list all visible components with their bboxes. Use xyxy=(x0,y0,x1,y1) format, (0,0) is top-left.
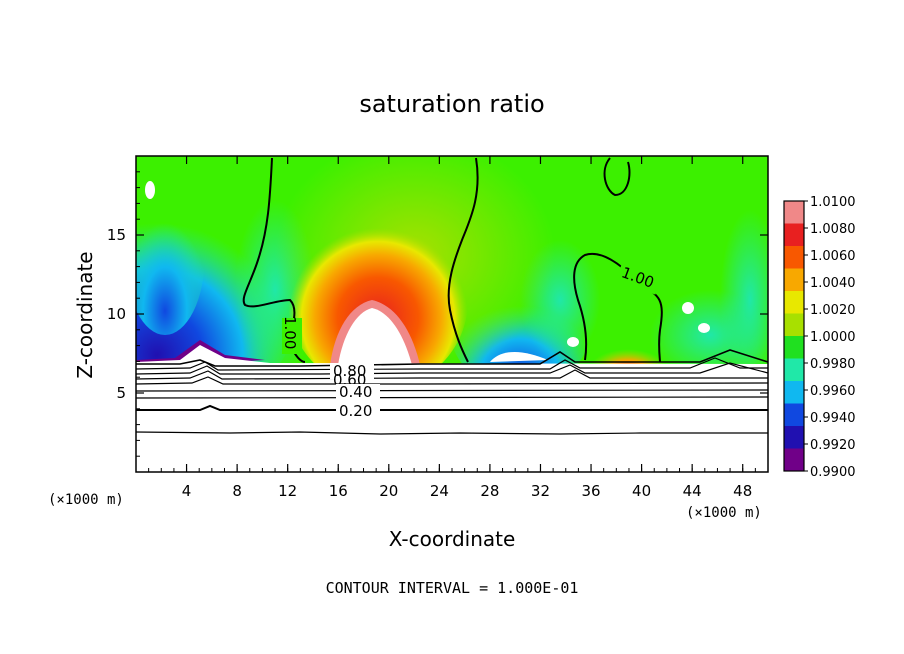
white-spot-middle xyxy=(567,337,579,347)
colorbar-tick-label: 1.0080 xyxy=(810,222,856,237)
colorbar-swatch xyxy=(784,336,804,359)
x-unit-label-right: (×1000 m) xyxy=(686,505,762,521)
cyan-region-edge xyxy=(720,210,768,390)
y-tick-label: 15 xyxy=(107,226,126,244)
contour-label-0.80: 0.80 xyxy=(333,362,366,380)
colorbar-swatch xyxy=(784,223,804,247)
colorbar-tick-label: 1.0020 xyxy=(810,303,856,318)
contour-1.00-middle xyxy=(447,157,479,363)
x-unit-label-left: (×1000 m) xyxy=(48,492,124,508)
contour-0.20 xyxy=(136,404,768,411)
white-spot-right xyxy=(682,302,694,314)
contour-1.00-base xyxy=(136,349,769,367)
x-tick-label: 48 xyxy=(733,482,752,500)
x-tick-label: 44 xyxy=(683,482,702,500)
colorbar-swatch xyxy=(784,268,804,292)
colorbar-tick-label: 1.0060 xyxy=(810,249,856,264)
y-tick-label: 10 xyxy=(107,305,126,323)
contour-interval-note: CONTOUR INTERVAL = 1.000E-01 xyxy=(326,579,579,597)
x-axis-label: X-coordinate xyxy=(389,527,516,551)
colorbar-tick-label: 0.9960 xyxy=(810,384,856,399)
x-tick-label: 4 xyxy=(182,482,192,500)
white-spot-top-left xyxy=(145,181,155,199)
saturation-field xyxy=(136,156,768,472)
x-tick-label: 28 xyxy=(480,482,499,500)
white-spot-right-2 xyxy=(698,323,710,333)
contour-label-0.20: 0.20 xyxy=(339,402,372,420)
x-tick-label: 20 xyxy=(379,482,398,500)
colorbar-swatch xyxy=(784,381,804,404)
colorbar-tick-label: 1.0100 xyxy=(810,195,856,210)
y-tick-label: 5 xyxy=(116,384,126,402)
contour-0.80 xyxy=(135,362,769,375)
x-tick-label: 32 xyxy=(531,482,550,500)
colorbar-swatch xyxy=(784,201,804,224)
contour-1.00-closed xyxy=(603,157,631,197)
x-tick-label: 40 xyxy=(632,482,651,500)
contour-1.00-right xyxy=(573,252,663,363)
lower-white-region xyxy=(136,345,768,472)
y-axis: 5 10 15 xyxy=(107,171,768,457)
contour-0.40 xyxy=(135,396,769,399)
colorbar-swatch xyxy=(784,358,804,382)
colorbar-swatch xyxy=(784,426,804,449)
blue-region-top-left xyxy=(136,175,205,335)
colorbar-tick-label: 0.9940 xyxy=(810,411,856,426)
colorbar-swatch xyxy=(784,291,804,314)
colorbar-tick-label: 0.9920 xyxy=(810,438,856,453)
white-bump-middle xyxy=(490,351,548,362)
x-tick-label: 36 xyxy=(581,482,600,500)
contour-0.10 xyxy=(135,431,768,435)
colorbar-tick-label: 1.0000 xyxy=(810,330,856,345)
colorbar-tick-label: 0.9900 xyxy=(810,465,856,480)
y-axis-label: Z-coordinate xyxy=(73,251,97,378)
supersaturation-peak xyxy=(288,210,468,390)
x-tick-label: 24 xyxy=(430,482,449,500)
contour-0.60 xyxy=(135,376,769,385)
white-core xyxy=(338,308,412,365)
colorbar-swatch xyxy=(784,246,804,269)
colorbar-tick-label: 0.9980 xyxy=(810,357,856,372)
colorbar-swatch xyxy=(784,448,804,472)
contour-0.70 xyxy=(135,369,768,380)
x-tick-label: 12 xyxy=(278,482,297,500)
colorbar-swatch xyxy=(784,313,804,337)
colorbar-swatch xyxy=(784,403,804,427)
colorbar: 1.0100 1.0080 1.0060 1.0040 1.0020 1.0000 0.99… xyxy=(783,195,856,480)
contour-lines xyxy=(135,157,769,435)
contour-0.90 xyxy=(135,357,768,371)
x-axis: 4 8 12 16 20 24 28 32 36 40 44 48 xyxy=(148,156,756,500)
contour-label-1.00-left: 1.00 xyxy=(281,316,299,349)
x-tick-label: 16 xyxy=(329,482,348,500)
contour-label-0.40: 0.40 xyxy=(339,383,372,401)
contour-0.50 xyxy=(135,389,769,392)
chart-title: saturation ratio xyxy=(359,90,544,118)
colorbar-tick-label: 1.0040 xyxy=(810,276,856,291)
x-tick-label: 8 xyxy=(232,482,242,500)
